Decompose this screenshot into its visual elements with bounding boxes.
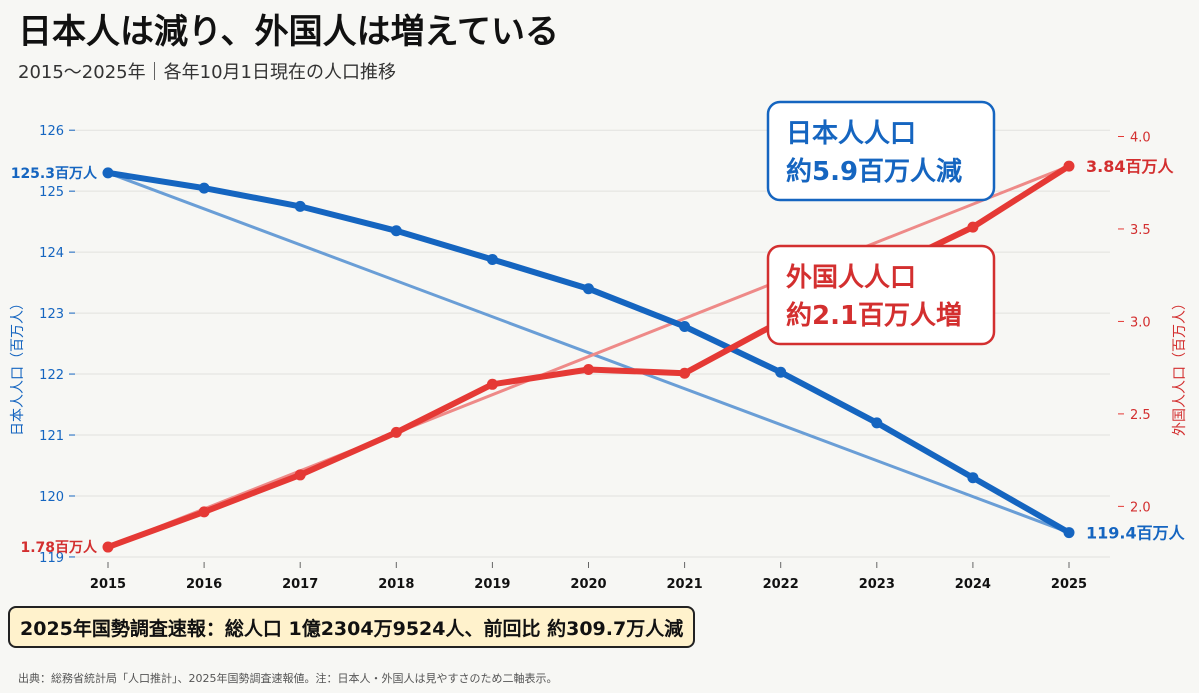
foreign-callout-line1: 外国人人口 xyxy=(786,263,916,293)
japanese-point-2023 xyxy=(871,417,883,429)
left-tick-label-0: 119 xyxy=(39,551,64,566)
right-tick-label-2: 3.0 xyxy=(1130,315,1151,330)
left-axis-ticks: 119 120 121 122 123 124 125 126 xyxy=(39,124,75,566)
right-axis-label: 外国人人口（百万人） xyxy=(1172,296,1188,436)
left-tick-label-2: 121 xyxy=(39,429,64,444)
japanese-point-2019 xyxy=(486,253,498,265)
foreign-point-2019 xyxy=(486,378,498,390)
japanese-point-2021 xyxy=(679,321,691,333)
japanese-start-label: 125.3百万人 xyxy=(11,165,98,182)
x-tick-label-1: 2016 xyxy=(186,577,222,592)
x-tick-label-2: 2017 xyxy=(282,577,318,592)
foreign-trend-line xyxy=(107,164,1070,549)
japanese-callout: 日本人人口 約5.9百万人減 xyxy=(766,100,996,202)
japanese-trend-line xyxy=(107,171,1070,534)
x-tick-label-0: 2015 xyxy=(90,577,126,592)
japanese-end-label: 119.4百万人 xyxy=(1086,524,1186,543)
x-tick-label-4: 2019 xyxy=(474,577,510,592)
right-axis-ticks: 2.0 2.5 3.0 3.5 4.0 xyxy=(1118,130,1151,515)
japanese-callout-line1: 日本人人口 xyxy=(786,119,916,149)
x-tick-label-10: 2025 xyxy=(1051,577,1087,592)
left-tick-label-4: 123 xyxy=(39,307,64,322)
japanese-point-2024 xyxy=(967,472,979,484)
foreign-point-2017 xyxy=(294,469,306,481)
census-summary-text: 2025年国勢調査速報：総人口 1億2304万9524人、前回比 約309.7万… xyxy=(20,617,684,640)
foreign-point-2018 xyxy=(390,426,402,438)
foreign-point-2021 xyxy=(679,367,691,379)
x-tick-label-5: 2020 xyxy=(570,577,606,592)
japanese-point-2022 xyxy=(775,366,787,378)
foreign-start-label: 1.78百万人 xyxy=(20,539,98,556)
foreign-point-2020 xyxy=(583,364,594,376)
japanese-point-2020 xyxy=(583,283,594,295)
japanese-point-2018 xyxy=(390,225,402,237)
left-axis-label: 日本人人口（百万人） xyxy=(10,296,26,436)
japanese-point-2025 xyxy=(1063,527,1075,539)
foreign-callout-line2: 約2.1百万人増 xyxy=(786,300,962,331)
x-tick-label-3: 2018 xyxy=(378,577,414,592)
left-tick-label-1: 120 xyxy=(39,490,64,505)
japanese-point-2016 xyxy=(198,182,210,194)
right-tick-label-0: 2.0 xyxy=(1130,500,1151,515)
left-tick-label-3: 122 xyxy=(39,368,64,383)
census-summary-box: 2025年国勢調査速報：総人口 1億2304万9524人、前回比 約309.7万… xyxy=(8,606,696,648)
left-tick-label-6: 125 xyxy=(39,185,64,200)
series-points xyxy=(102,160,1075,553)
chart-title: 日本人は減り、外国人は増えている xyxy=(18,12,559,52)
foreign-point-2015 xyxy=(102,541,114,553)
left-tick-label-7: 126 xyxy=(39,124,64,139)
x-tick-label-6: 2021 xyxy=(667,577,703,592)
left-tick-label-5: 124 xyxy=(39,246,64,261)
x-tick-label-7: 2022 xyxy=(763,577,799,592)
japanese-point-2015 xyxy=(102,167,114,179)
japanese-point-2017 xyxy=(294,200,306,212)
japanese-callout-line2: 約5.9百万人減 xyxy=(786,156,962,187)
right-tick-label-3: 3.5 xyxy=(1130,223,1151,238)
x-tick-label-8: 2023 xyxy=(859,577,895,592)
x-tick-label-9: 2024 xyxy=(955,577,991,592)
chart-subtitle: 2015〜2025年｜各年10月1日現在の人口推移 xyxy=(18,62,396,83)
foreign-point-2016 xyxy=(198,506,210,518)
foreign-end-label: 3.84百万人 xyxy=(1086,157,1174,176)
foreign-point-2024 xyxy=(967,221,979,233)
x-axis-ticks: 2015 2016 2017 2018 2019 2020 2021 2022 2023 2024… xyxy=(90,562,1087,592)
right-tick-label-1: 2.5 xyxy=(1130,408,1151,423)
right-tick-label-4: 4.0 xyxy=(1130,130,1151,145)
foreign-callout: 外国人人口 約2.1百万人増 xyxy=(766,244,996,346)
source-note: 出典：総務省統計局「人口推計」、2025年国勢調査速報値。注：日本人・外国人は見… xyxy=(18,672,558,685)
trend-lines xyxy=(107,164,1070,549)
foreign-point-2025 xyxy=(1063,160,1075,172)
